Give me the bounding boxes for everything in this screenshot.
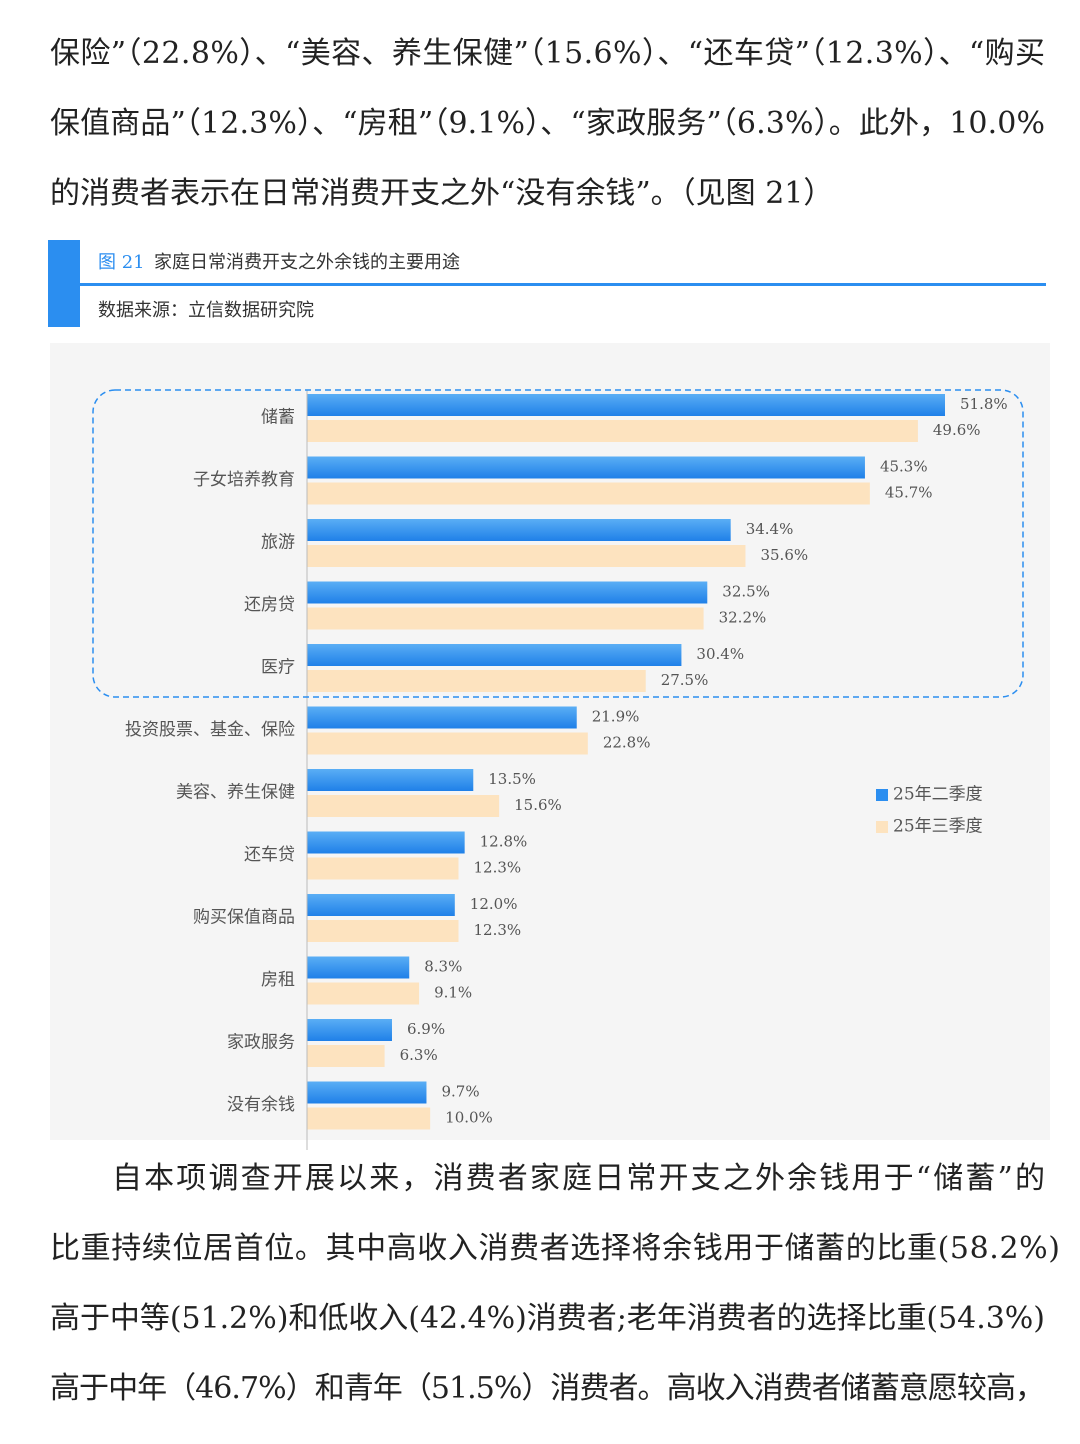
figure-accent bbox=[48, 240, 80, 327]
category-label: 还房贷 bbox=[244, 595, 295, 615]
paragraph-line: 比重持续位居首位。其中高收入消费者选择将余钱用于储蓄的比重(58.2%) bbox=[50, 1231, 1060, 1266]
category-label: 还车贷 bbox=[244, 845, 295, 865]
value-label: 22.8% bbox=[603, 734, 651, 752]
value-label: 45.7% bbox=[885, 484, 933, 502]
bar bbox=[307, 482, 870, 505]
bar bbox=[307, 1081, 427, 1104]
figure-rule bbox=[80, 283, 1046, 286]
category-label: 购买保值商品 bbox=[193, 908, 295, 928]
paragraph-line: 高于中年（46.7%）和青年（51.5%）消费者。高收入消费者储蓄意愿较高， bbox=[50, 1371, 1045, 1406]
bar bbox=[307, 644, 682, 666]
value-label: 6.9% bbox=[407, 1020, 445, 1038]
paragraph-line: 保险”（22.8%）、“美容、养生保健”（15.6%）、“还车贷”（12.3%）… bbox=[50, 36, 1045, 71]
value-label: 32.2% bbox=[719, 609, 767, 627]
bar bbox=[307, 732, 588, 755]
value-label: 10.0% bbox=[445, 1109, 493, 1127]
value-label: 8.3% bbox=[424, 958, 462, 976]
paragraph-line: 保值商品”（12.3%）、“房租”（9.1%）、“家政服务”（6.3%）。此外，… bbox=[50, 106, 1045, 141]
value-label: 9.7% bbox=[441, 1083, 479, 1101]
paragraph-line: 自本项调查开展以来，消费者家庭日常开支之外余钱用于“储蓄”的 bbox=[112, 1161, 1045, 1196]
bar bbox=[307, 1045, 385, 1067]
bar bbox=[307, 795, 500, 817]
figure-title: 家庭日常消费开支之外余钱的主要用途 bbox=[154, 252, 460, 273]
bar bbox=[307, 982, 420, 1005]
bar bbox=[307, 1019, 392, 1041]
value-label: 51.8% bbox=[960, 395, 1008, 413]
value-label: 6.3% bbox=[400, 1046, 438, 1064]
bar bbox=[307, 894, 455, 916]
value-label: 13.5% bbox=[488, 770, 536, 788]
legend-swatch bbox=[876, 821, 888, 833]
bar bbox=[307, 607, 704, 630]
category-label: 储蓄 bbox=[261, 408, 295, 428]
category-label: 美容、养生保健 bbox=[176, 783, 295, 803]
figure-label: 图 21 bbox=[98, 252, 145, 273]
bar bbox=[307, 956, 410, 979]
bar bbox=[307, 831, 465, 854]
category-label: 医疗 bbox=[261, 658, 295, 678]
value-label: 12.3% bbox=[473, 921, 521, 939]
value-label: 49.6% bbox=[933, 421, 981, 439]
paragraph-line: 的消费者表示在日常消费开支之外“没有余钱”。（见图 21） bbox=[50, 176, 833, 211]
value-label: 32.5% bbox=[722, 583, 770, 601]
value-label: 27.5% bbox=[661, 671, 709, 689]
value-label: 35.6% bbox=[760, 546, 808, 564]
value-label: 21.9% bbox=[592, 708, 640, 726]
value-label: 15.6% bbox=[514, 796, 562, 814]
bar bbox=[307, 920, 459, 942]
bar bbox=[307, 670, 646, 692]
category-label: 旅游 bbox=[261, 533, 295, 553]
bar bbox=[307, 420, 918, 442]
bar bbox=[307, 394, 945, 416]
category-label: 没有余钱 bbox=[227, 1095, 295, 1115]
value-label: 34.4% bbox=[746, 520, 794, 538]
figure-source: 数据来源：立信数据研究院 bbox=[98, 300, 314, 321]
bar bbox=[307, 769, 474, 791]
value-label: 12.8% bbox=[480, 833, 528, 851]
bar bbox=[307, 581, 708, 604]
value-label: 12.0% bbox=[470, 895, 518, 913]
highlight-box bbox=[92, 389, 1024, 698]
paragraph-line: 高于中等(51.2%)和低收入(42.4%)消费者;老年消费者的选择比重(54.… bbox=[50, 1301, 1045, 1336]
legend-label: 25年二季度 bbox=[893, 785, 983, 805]
value-label: 12.3% bbox=[473, 859, 521, 877]
value-label: 45.3% bbox=[880, 458, 928, 476]
value-label: 9.1% bbox=[434, 984, 472, 1002]
bar bbox=[307, 456, 865, 479]
category-label: 家政服务 bbox=[227, 1033, 295, 1053]
bar bbox=[307, 545, 746, 567]
value-label: 30.4% bbox=[696, 645, 744, 663]
legend-label: 25年三季度 bbox=[893, 817, 983, 837]
category-label: 房租 bbox=[261, 970, 295, 990]
category-label: 子女培养教育 bbox=[193, 470, 295, 490]
category-label: 投资股票、基金、保险 bbox=[125, 720, 295, 740]
bar bbox=[307, 1107, 431, 1130]
bar bbox=[307, 706, 577, 729]
bar bbox=[307, 857, 459, 880]
bar bbox=[307, 519, 731, 541]
legend-swatch bbox=[876, 789, 888, 801]
